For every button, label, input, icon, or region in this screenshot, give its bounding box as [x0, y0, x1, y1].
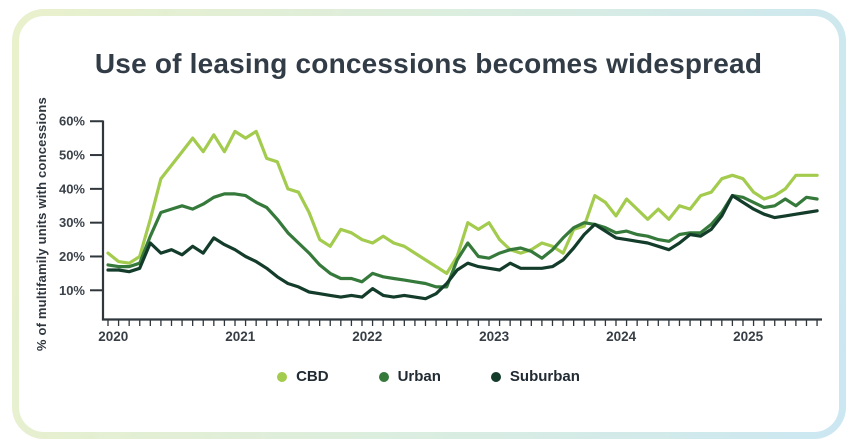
cbd-dot-icon	[277, 371, 288, 382]
svg-text:2025: 2025	[733, 329, 764, 344]
suburban-dot-icon	[490, 371, 501, 382]
legend-item-cbd: CBD	[277, 368, 329, 385]
svg-text:2023: 2023	[479, 329, 510, 344]
svg-text:2021: 2021	[225, 329, 256, 344]
svg-text:40%: 40%	[59, 181, 85, 196]
svg-text:20%: 20%	[59, 249, 85, 264]
svg-text:10%: 10%	[59, 283, 85, 298]
svg-text:2024: 2024	[606, 329, 637, 344]
legend-item-suburban: Suburban	[490, 368, 580, 385]
svg-text:50%: 50%	[59, 148, 85, 163]
svg-text:2022: 2022	[352, 329, 382, 344]
chart-title: Use of leasing concessions becomes wides…	[94, 48, 763, 79]
legend-label-urban: Urban	[397, 368, 441, 385]
svg-text:2020: 2020	[98, 329, 128, 344]
urban-dot-icon	[378, 371, 389, 382]
svg-text:60%: 60%	[59, 114, 85, 129]
svg-text:30%: 30%	[59, 215, 85, 230]
chart-legend: CBD Urban Suburban	[0, 368, 857, 385]
legend-label-suburban: Suburban	[509, 368, 580, 385]
legend-label-cbd: CBD	[296, 368, 329, 385]
legend-item-urban: Urban	[378, 368, 441, 385]
